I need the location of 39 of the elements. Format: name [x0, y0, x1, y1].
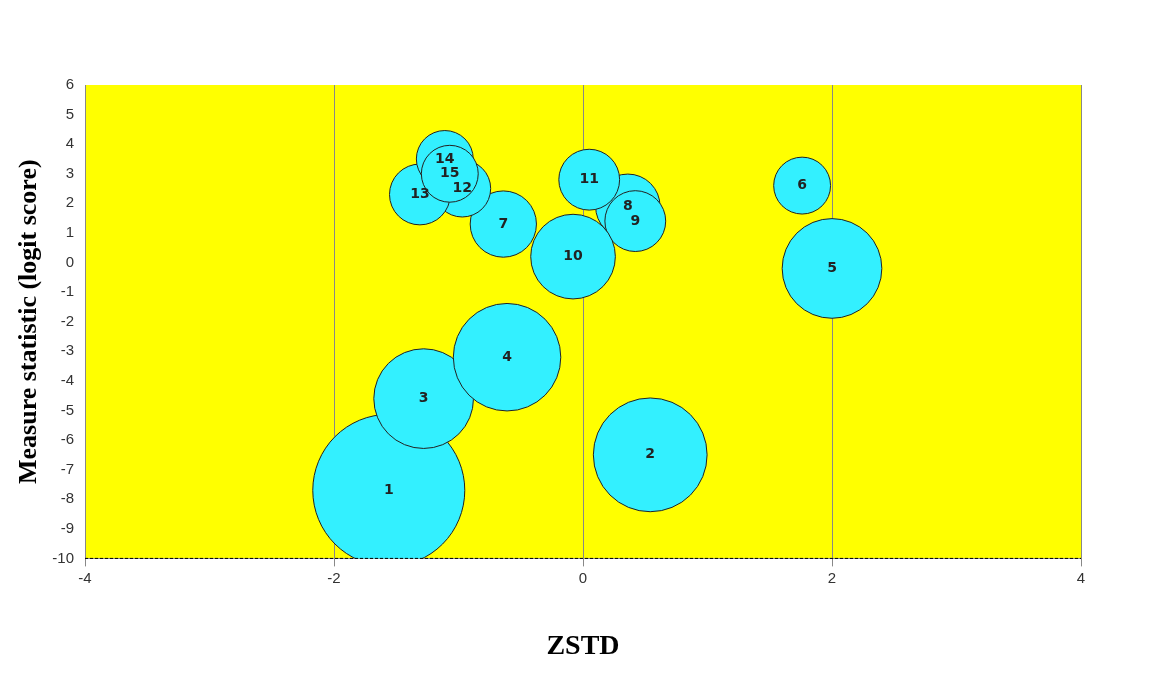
annotation: 1 — [383, 480, 394, 497]
y-axis-title: Measure statistic (logit score) — [13, 159, 43, 485]
annotation: 10 — [563, 247, 584, 264]
annotation: 3 — [418, 389, 429, 406]
annotation: 6 — [797, 176, 807, 193]
annotation: 14 — [435, 149, 455, 166]
x-tick-label: 4 — [1076, 568, 1086, 586]
y-tick-label: 6 — [65, 75, 74, 93]
annotation: 5 — [827, 259, 837, 276]
y-tick-label: -9 — [60, 518, 74, 536]
x-tick-label: -4 — [78, 568, 92, 586]
annotation: 2 — [645, 445, 656, 462]
y-tick-label: -10 — [52, 548, 74, 566]
annotation: 11 — [579, 170, 599, 187]
x-tick-label: 0 — [578, 568, 588, 586]
y-tick-label: 1 — [65, 223, 74, 241]
x-tick-label: 2 — [827, 568, 837, 586]
y-tick-label: -1 — [60, 282, 74, 300]
annotation: 4 — [502, 347, 513, 364]
annotation: 12 — [452, 179, 472, 196]
x-axis-title: ZSTD — [546, 629, 620, 661]
y-tick-label: 4 — [65, 134, 74, 152]
y-tick-label: -2 — [60, 311, 74, 329]
annotation: 13 — [410, 185, 430, 202]
y-tick-label: -3 — [60, 341, 74, 359]
y-tick-label: 3 — [65, 163, 74, 181]
x-tick-label: -2 — [327, 568, 341, 586]
y-tick-label: -5 — [60, 400, 74, 418]
y-tick-label: 0 — [65, 252, 74, 270]
annotation: 7 — [498, 214, 509, 231]
y-tick-label: 2 — [65, 193, 74, 211]
y-tick-label: -4 — [60, 371, 74, 389]
y-tick-label: -8 — [60, 489, 74, 507]
y-tick-label: 5 — [65, 104, 74, 122]
y-tick-label: -7 — [60, 459, 74, 477]
annotation: 15 — [440, 164, 460, 181]
annotation: 8 — [622, 196, 633, 213]
annotation: 9 — [630, 211, 641, 228]
y-tick-label: -6 — [60, 430, 74, 448]
